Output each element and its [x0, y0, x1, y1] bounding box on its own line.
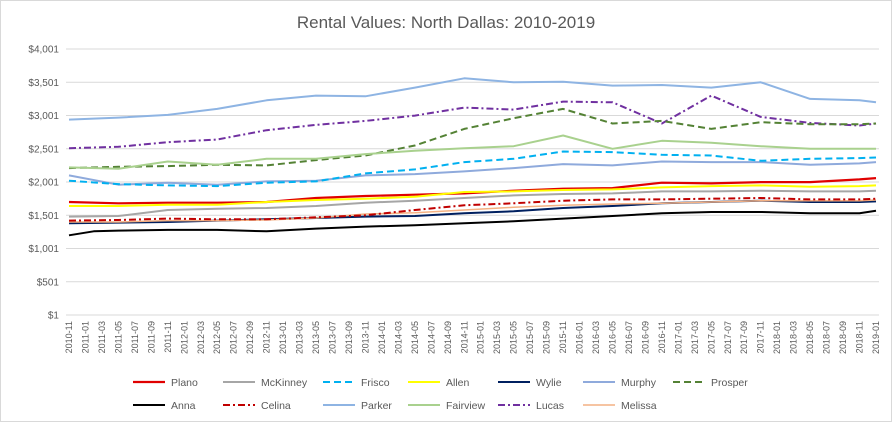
legend-label-frisco: Frisco: [361, 377, 390, 389]
series-line-frisco: [68, 150, 877, 188]
legend: Plano McKinney Frisco Allen Wylie Murphy Prosp…: [133, 377, 748, 412]
x-tick-label: 2015-03: [492, 321, 502, 354]
y-tick-label: $501: [37, 277, 60, 288]
legend-label-fairview: Fairview: [446, 400, 486, 412]
y-tick-label: $3,501: [28, 78, 59, 89]
legend-label-allen: Allen: [446, 377, 470, 389]
legend-label-prosper: Prosper: [711, 377, 748, 389]
x-tick-label: 2017-11: [756, 321, 766, 353]
legend-label-lucas: Lucas: [536, 400, 564, 412]
x-tick-label: 2017-01: [673, 321, 683, 354]
x-tick-label: 2013-07: [328, 321, 338, 354]
series-line-fairview: [68, 134, 876, 170]
series-line-lucas: [68, 94, 877, 150]
x-tick-label: 2014-03: [393, 321, 403, 354]
legend-label-melissa: Melissa: [621, 400, 657, 412]
x-tick-label: 2011-05: [113, 321, 123, 353]
legend-label-wylie: Wylie: [536, 377, 562, 389]
x-tick-label: 2011-01: [81, 321, 91, 353]
y-tick-label: $2,501: [28, 144, 59, 155]
x-tick-label: 2018-11: [855, 321, 865, 353]
x-tick-label: 2018-05: [805, 321, 815, 354]
x-tick-label: 2014-07: [426, 321, 436, 354]
x-tick-label: 2013-05: [311, 321, 321, 354]
x-tick-label: 2016-07: [624, 321, 634, 354]
axis-layer: $1 $501 $1,001 $1,501 $2,001 $2,501 $3,001 $3,5…: [28, 45, 881, 355]
x-tick-label: 2013-11: [360, 321, 370, 353]
series-line-mckinney: [68, 189, 877, 218]
x-tick-label: 2013-09: [344, 321, 354, 354]
chart-title: Rental Values: North Dallas: 2010-2019: [297, 13, 595, 32]
series-line-celina: [68, 197, 877, 222]
x-tick-label: 2016-05: [608, 321, 618, 354]
series-layer: [68, 77, 877, 237]
y-tick-label: $2,001: [28, 178, 59, 189]
y-tick-label: $1: [48, 311, 60, 322]
x-tick-label: 2017-05: [706, 321, 716, 354]
legend-label-parker: Parker: [361, 400, 392, 412]
legend-label-anna: Anna: [171, 400, 196, 412]
x-tick-label: 2016-01: [575, 321, 585, 354]
legend-label-murphy: Murphy: [621, 377, 657, 389]
x-tick-label: 2012-11: [262, 321, 272, 353]
x-tick-label: 2016-03: [591, 321, 601, 354]
x-tick-label: 2012-09: [245, 321, 255, 354]
x-tick-label: 2015-01: [476, 321, 486, 354]
series-line-prosper: [68, 107, 877, 170]
x-tick-label: 2011-09: [146, 321, 156, 353]
x-tick-label: 2015-09: [542, 321, 552, 354]
x-tick-label: 2012-03: [196, 321, 206, 354]
x-tick-label: 2015-05: [509, 321, 519, 354]
series-line-murphy: [68, 160, 877, 186]
y-tick-label: $1,001: [28, 244, 59, 255]
y-tick-label: $1,501: [28, 211, 59, 222]
x-tick-label: 2014-01: [377, 321, 387, 354]
x-tick-label: 2018-07: [822, 321, 832, 354]
y-tick-label: $3,001: [28, 111, 59, 122]
legend-label-mckinney: McKinney: [261, 377, 308, 389]
series-line-anna: [68, 209, 877, 237]
series-line-parker: [68, 77, 877, 121]
x-tick-label: 2016-09: [640, 321, 650, 354]
legend-label-plano: Plano: [171, 377, 198, 389]
x-tick-label: 2011-07: [130, 321, 140, 353]
x-tick-label: 2011-03: [97, 321, 107, 353]
x-tick-label: 2012-07: [229, 321, 239, 354]
x-tick-label: 2014-09: [443, 321, 453, 354]
x-tick-label: 2010-11: [64, 321, 74, 353]
x-tick-label: 2013-03: [295, 321, 305, 354]
x-tick-label: 2016-11: [657, 321, 667, 353]
x-tick-label: 2017-09: [739, 321, 749, 354]
x-tick-label: 2015-11: [558, 321, 568, 353]
series-line-melissa: [69, 199, 877, 223]
x-tick-label: 2017-03: [690, 321, 700, 354]
x-tick-label: 2018-01: [772, 321, 782, 354]
x-tick-label: 2014-11: [459, 321, 469, 353]
x-tick-label: 2018-03: [789, 321, 799, 354]
x-tick-label: 2015-07: [525, 321, 535, 354]
y-tick-label: $4,001: [28, 45, 59, 56]
x-tick-label: 2017-07: [723, 321, 733, 354]
x-tick-label: 2012-05: [212, 321, 222, 354]
legend-label-celina: Celina: [261, 400, 291, 412]
x-tick-label: 2011-11: [163, 321, 173, 353]
x-tick-label: 2012-01: [179, 321, 189, 354]
x-tick-label: 2018-09: [838, 321, 848, 354]
x-tick-label: 2019-01: [871, 321, 881, 354]
series-line-allen: [69, 184, 877, 207]
x-tick-label: 2014-05: [410, 321, 420, 354]
x-tick-label: 2013-01: [278, 321, 288, 354]
